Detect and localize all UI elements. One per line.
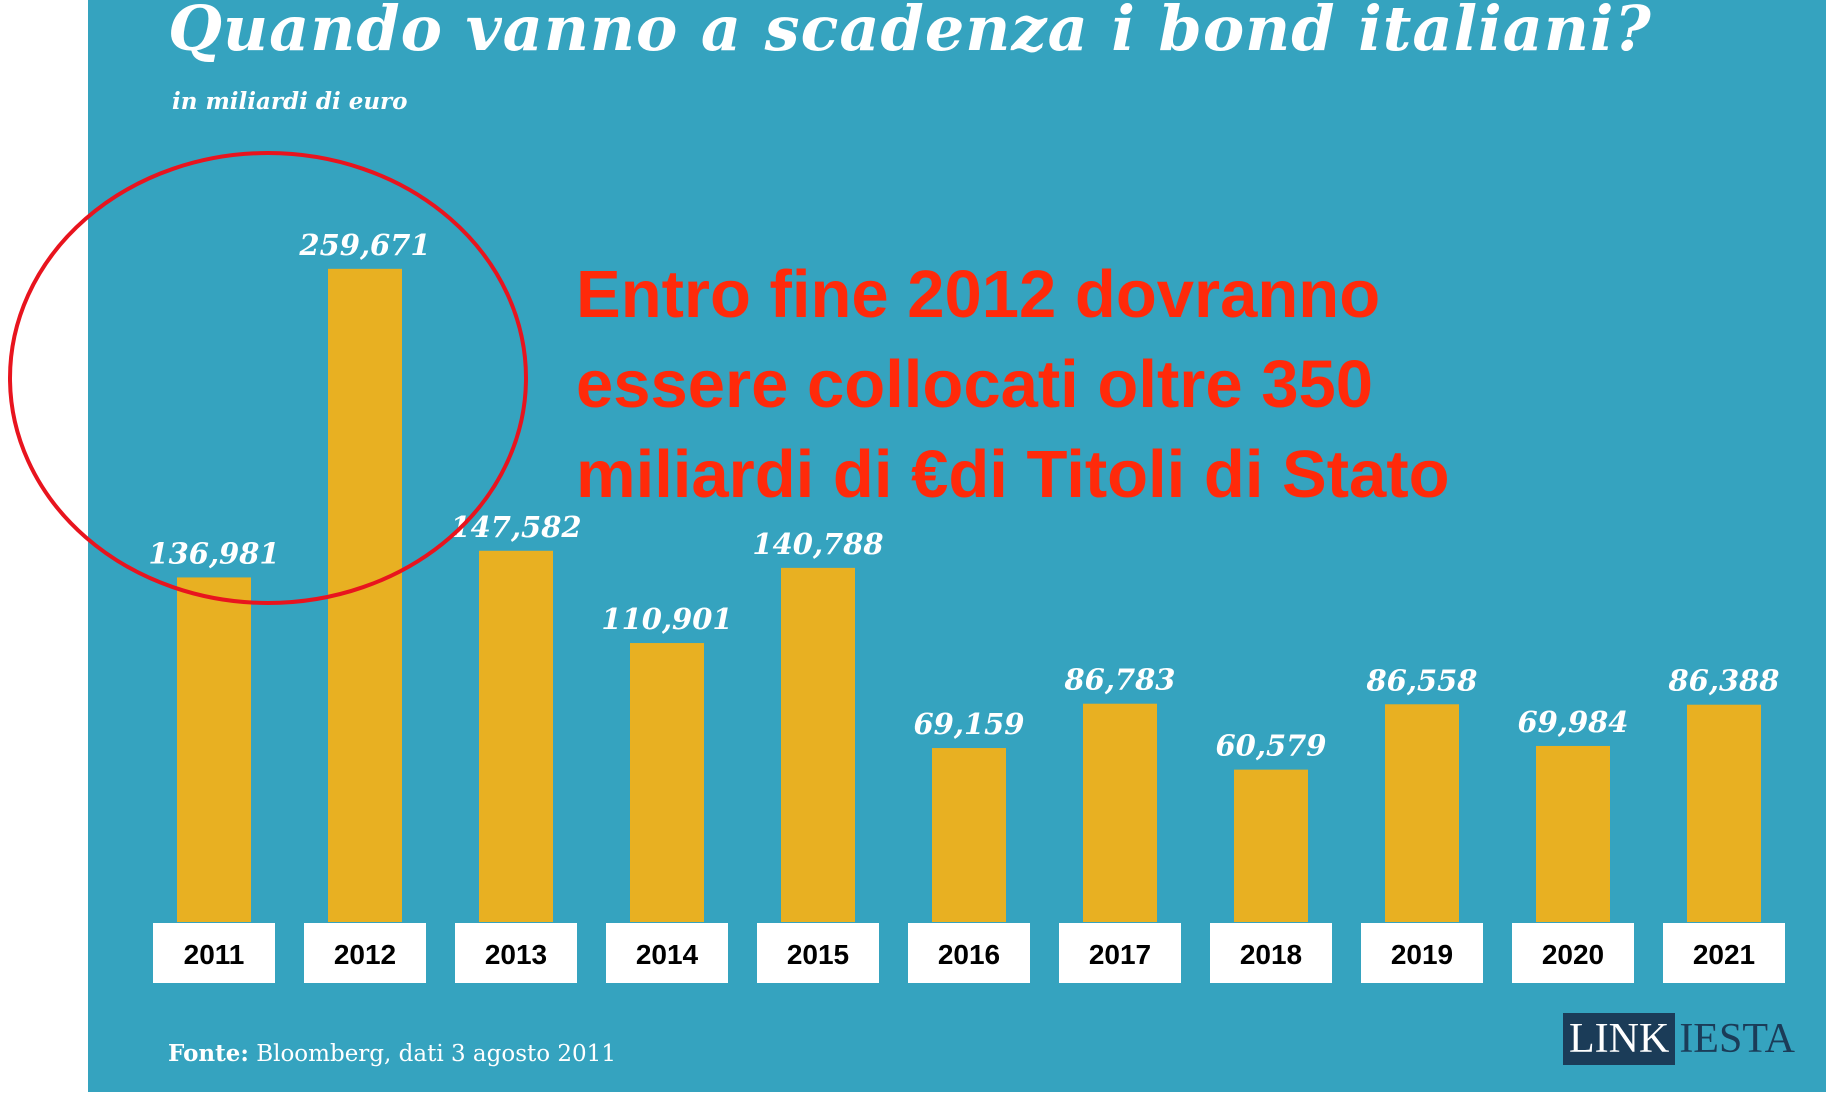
year-label-box-2018 (1210, 923, 1332, 983)
year-label-2011: 2011 (184, 939, 245, 970)
bar-2021 (1687, 704, 1761, 922)
source-note: Fonte: Bloomberg, dati 3 agosto 2011 (168, 1040, 616, 1067)
year-label-2020: 2020 (1542, 939, 1604, 970)
year-label-box-2012 (304, 923, 426, 983)
year-label-2019: 2019 (1391, 939, 1453, 970)
year-label-box-2017 (1059, 923, 1181, 983)
year-label-box-2014 (606, 923, 728, 983)
annotation-text: Entro fine 2012 dovranno essere collocat… (576, 257, 1450, 512)
value-labels-layer: 136,981 259,671 147,582 110,901 140,788 69,15… (148, 228, 1779, 763)
year-label-box-2011 (153, 923, 275, 983)
logo-part-link: LINK (1563, 1013, 1676, 1065)
value-label-2014: 110,901 (601, 602, 732, 636)
bar-2016 (932, 748, 1006, 922)
year-label-2021: 2021 (1693, 939, 1755, 970)
value-label-2016: 69,159 (914, 707, 1025, 741)
source-label: Fonte: (168, 1040, 249, 1067)
year-label-2014: 2014 (636, 939, 699, 970)
bar-2020 (1536, 745, 1610, 922)
bar-2011 (177, 577, 251, 922)
bar-2019 (1385, 704, 1459, 922)
value-label-2012: 259,671 (298, 228, 430, 262)
chart-subtitle: in miliardi di euro (172, 88, 408, 115)
year-label-2018: 2018 (1240, 939, 1302, 970)
value-label-2015: 140,788 (752, 527, 883, 561)
year-label-2015: 2015 (787, 939, 849, 970)
year-label-box-2020 (1512, 923, 1634, 983)
year-label-2017: 2017 (1089, 939, 1151, 970)
value-label-2018: 60,579 (1216, 729, 1327, 763)
bar-2017 (1083, 703, 1157, 922)
value-label-2021: 86,388 (1668, 664, 1780, 698)
bar-2018 (1234, 769, 1308, 922)
year-label-box-2013 (455, 923, 577, 983)
value-label-2019: 86,558 (1366, 663, 1478, 697)
year-label-2016: 2016 (938, 939, 1000, 970)
bar-2014 (630, 643, 704, 922)
year-label-2013: 2013 (485, 939, 547, 970)
year-label-box-2019 (1361, 923, 1483, 983)
source-text: Bloomberg, dati 3 agosto 2011 (256, 1041, 616, 1067)
bar-2015 (781, 567, 855, 922)
year-label-box-2021 (1663, 923, 1785, 983)
value-label-2020: 69,984 (1518, 705, 1629, 739)
year-label-2012: 2012 (334, 939, 396, 970)
value-label-2017: 86,783 (1064, 663, 1176, 697)
highlight-circle (8, 151, 528, 605)
value-label-2013: 147,582 (450, 510, 581, 544)
logo-part-iesta: IESTA (1679, 1016, 1795, 1062)
year-labels-layer: 2011 2012 2013 2014 2015 2016 2017 2018 2019 2020… (153, 923, 1785, 983)
year-label-box-2016 (908, 923, 1030, 983)
linkiesta-logo: LINK IESTA (1563, 1013, 1799, 1065)
chart-title: Quando vanno a scadenza i bond italiani? (168, 0, 1652, 65)
value-label-2011: 136,981 (148, 536, 279, 570)
year-label-box-2015 (757, 923, 879, 983)
bar-2013 (479, 550, 553, 922)
